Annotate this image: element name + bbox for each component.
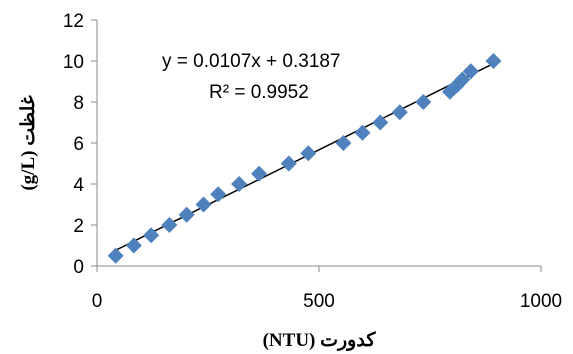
r-squared-label: R² = 0.9952 xyxy=(209,82,309,103)
data-point xyxy=(231,176,248,192)
y-axis-title: غلظت (g/L) xyxy=(18,95,39,190)
data-point xyxy=(195,196,212,213)
data-points xyxy=(107,53,502,264)
y-ticks: 0 2 4 6 8 10 12 xyxy=(63,11,97,278)
y-tick-label: 0 xyxy=(73,257,84,278)
data-point xyxy=(161,217,178,233)
data-point xyxy=(391,104,408,121)
y-tick-label: 2 xyxy=(73,216,84,237)
x-axis-title: کدورت (NTU) xyxy=(263,330,377,351)
data-point xyxy=(485,53,502,69)
data-point xyxy=(251,165,268,182)
x-ticks: 0 500 1000 xyxy=(92,266,562,312)
data-point xyxy=(335,135,352,151)
y-tick-label: 10 xyxy=(63,52,84,73)
data-point xyxy=(280,155,297,172)
data-point xyxy=(354,124,371,141)
data-point xyxy=(415,94,432,110)
x-tick-label: 0 xyxy=(92,291,103,312)
data-point xyxy=(178,206,195,223)
data-point xyxy=(210,186,227,203)
data-point xyxy=(462,63,479,80)
data-point xyxy=(107,247,124,264)
x-tick-label: 1000 xyxy=(520,291,562,312)
trendline-equation: y = 0.0107x + 0.3187 xyxy=(162,51,341,72)
y-tick-label: 12 xyxy=(63,11,84,32)
data-point xyxy=(372,114,389,131)
data-point xyxy=(143,227,160,244)
y-tick-label: 6 xyxy=(73,134,84,155)
data-point xyxy=(125,237,142,254)
data-point xyxy=(300,145,317,162)
y-tick-label: 8 xyxy=(73,93,84,114)
data-point xyxy=(454,71,471,88)
y-tick-label: 4 xyxy=(73,175,84,196)
x-tick-label: 500 xyxy=(303,291,335,312)
